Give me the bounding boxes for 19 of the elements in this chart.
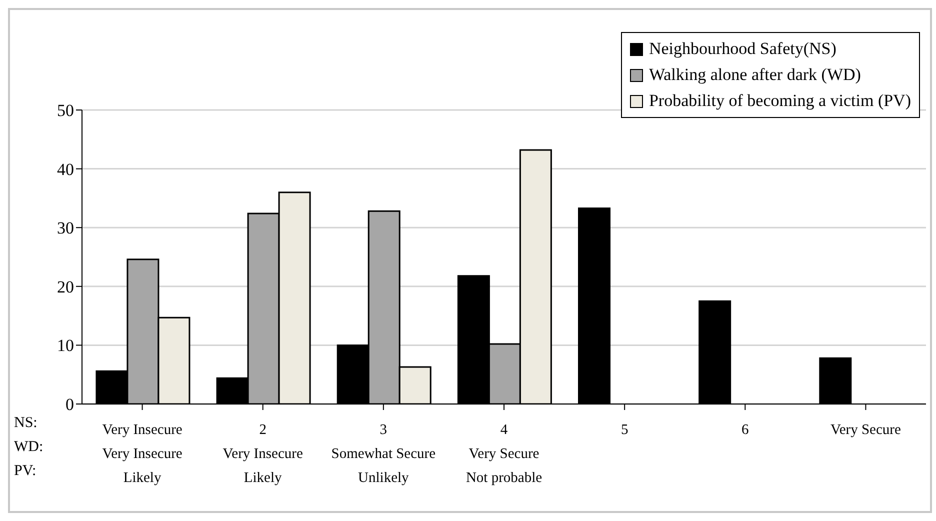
- legend-label: Probability of becoming a victim (PV): [648, 91, 911, 111]
- x-tick-label: 2 Very Insecure Likely: [222, 422, 303, 486]
- x-tick-label: Very Secure: [830, 422, 901, 438]
- y-tick-label: 30: [57, 218, 74, 238]
- x-tick-label: Very Insecure Very Insecure Likely: [102, 422, 182, 486]
- text: PV:: [14, 463, 36, 480]
- y-tick-label: 0: [66, 395, 74, 414]
- x-tick-label: 4 Very Secure Not probable: [466, 422, 542, 486]
- legend-label: Neighbourhood Safety(NS): [648, 39, 836, 59]
- y-tick-label: 20: [57, 277, 74, 296]
- text: WD:: [14, 439, 44, 456]
- x-tick-label: 5: [620, 422, 628, 438]
- y-tick-label: 50: [57, 101, 74, 120]
- text: NS:: [14, 415, 38, 432]
- y-tick-label: 10: [57, 336, 74, 356]
- x-tick-label: 3 Somewhat Secure Unlikely: [331, 422, 436, 486]
- x-tick-label: 6: [742, 422, 749, 438]
- y-tick-label: 40: [57, 160, 74, 179]
- legend-label: Walking alone after dark (WD): [648, 65, 861, 85]
